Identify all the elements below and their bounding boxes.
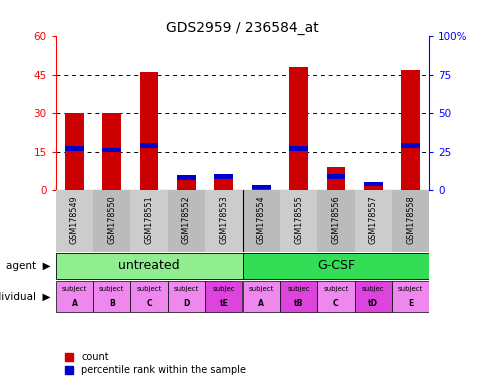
- Title: GDS2959 / 236584_at: GDS2959 / 236584_at: [166, 22, 318, 35]
- Text: subjec: subjec: [287, 286, 309, 292]
- Bar: [56, 281, 93, 312]
- Bar: [177, 177, 196, 190]
- Bar: [93, 281, 130, 312]
- Text: subjec: subjec: [212, 286, 235, 292]
- Text: GSM178558: GSM178558: [405, 195, 414, 243]
- Text: GSM178549: GSM178549: [70, 195, 79, 243]
- Text: E: E: [407, 299, 412, 308]
- Text: agent  ▶: agent ▶: [6, 261, 51, 271]
- Bar: [391, 190, 428, 252]
- Bar: [130, 281, 167, 312]
- Text: tE: tE: [219, 299, 228, 308]
- Bar: [65, 146, 84, 151]
- Bar: [167, 190, 205, 252]
- Text: individual  ▶: individual ▶: [0, 291, 51, 301]
- Text: GSM178550: GSM178550: [107, 195, 116, 243]
- Text: GSM178556: GSM178556: [331, 195, 340, 243]
- Bar: [279, 190, 317, 252]
- Bar: [139, 143, 158, 148]
- Text: GSM178557: GSM178557: [368, 195, 377, 244]
- Bar: [251, 185, 270, 189]
- Text: GSM178555: GSM178555: [293, 195, 302, 244]
- Bar: [177, 175, 196, 180]
- Text: A: A: [71, 299, 77, 308]
- Text: untreated: untreated: [118, 259, 180, 272]
- Bar: [242, 253, 428, 279]
- Bar: [102, 113, 121, 190]
- Bar: [288, 67, 307, 190]
- Text: subject: subject: [397, 286, 423, 292]
- Bar: [317, 281, 354, 312]
- Bar: [130, 190, 167, 252]
- Bar: [400, 143, 419, 148]
- Text: D: D: [183, 299, 189, 308]
- Text: subject: subject: [322, 286, 348, 292]
- Bar: [242, 281, 279, 312]
- Text: tB: tB: [293, 299, 302, 308]
- Bar: [205, 281, 242, 312]
- Text: tD: tD: [367, 299, 378, 308]
- Bar: [354, 281, 391, 312]
- Bar: [363, 182, 382, 186]
- Bar: [214, 174, 233, 179]
- Bar: [317, 190, 354, 252]
- Text: subject: subject: [99, 286, 124, 292]
- Bar: [326, 167, 345, 190]
- Text: subject: subject: [173, 286, 199, 292]
- Bar: [205, 190, 242, 252]
- Text: subjec: subjec: [361, 286, 384, 292]
- Bar: [251, 185, 270, 190]
- Text: G-CSF: G-CSF: [316, 259, 354, 272]
- Bar: [102, 148, 121, 152]
- Text: GSM178551: GSM178551: [144, 195, 153, 243]
- Bar: [93, 190, 130, 252]
- Text: subject: subject: [136, 286, 162, 292]
- Text: GSM178552: GSM178552: [182, 195, 191, 244]
- Bar: [288, 146, 307, 151]
- Bar: [65, 113, 84, 190]
- Bar: [354, 190, 391, 252]
- Bar: [391, 281, 428, 312]
- Bar: [279, 281, 317, 312]
- Bar: [363, 182, 382, 190]
- Text: GSM178554: GSM178554: [256, 195, 265, 243]
- Text: subject: subject: [61, 286, 87, 292]
- Legend: count, percentile rank within the sample: count, percentile rank within the sample: [60, 348, 249, 379]
- Text: GSM178553: GSM178553: [219, 195, 228, 243]
- Text: subject: subject: [248, 286, 273, 292]
- Bar: [326, 174, 345, 179]
- Bar: [56, 190, 93, 252]
- Bar: [56, 253, 242, 279]
- Bar: [139, 72, 158, 190]
- Bar: [242, 190, 279, 252]
- Text: C: C: [146, 299, 151, 308]
- Bar: [214, 175, 233, 190]
- Text: B: B: [109, 299, 114, 308]
- Text: C: C: [333, 299, 338, 308]
- Bar: [167, 281, 205, 312]
- Text: A: A: [257, 299, 264, 308]
- Bar: [400, 70, 419, 190]
